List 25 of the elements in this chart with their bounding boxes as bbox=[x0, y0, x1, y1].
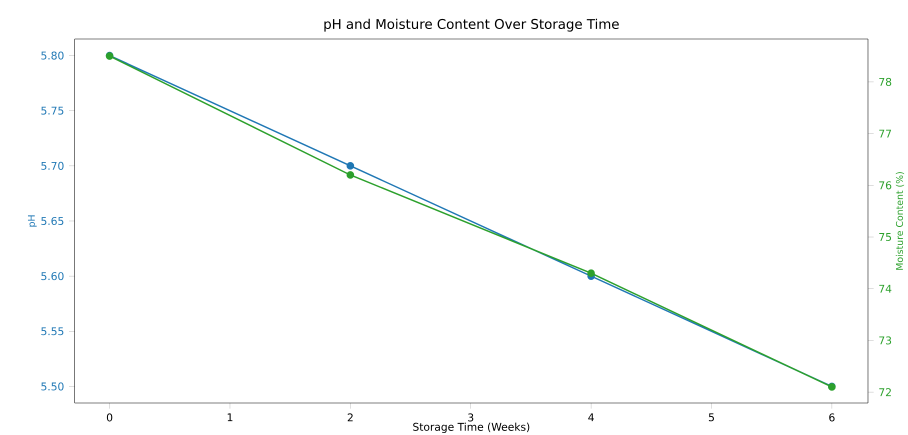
x-tick-label: 0 bbox=[106, 413, 112, 422]
x-tick-label: 4 bbox=[588, 413, 594, 422]
y2-tick-label: 73 bbox=[879, 336, 892, 344]
y-tick-label: 5.65 bbox=[41, 216, 64, 226]
y-tick-label: 5.80 bbox=[41, 51, 64, 60]
y2-tick-label: 75 bbox=[879, 233, 892, 241]
y2-tick-label: 74 bbox=[879, 284, 892, 293]
y-tick-label: 5.70 bbox=[41, 162, 64, 170]
y-axis-title: pH bbox=[28, 215, 37, 227]
y2-tick-label: 78 bbox=[879, 78, 892, 86]
y2-axis-title: Moisture Content (%) bbox=[896, 172, 904, 270]
x-tick-label: 2 bbox=[348, 413, 353, 422]
y2-tick-label: 76 bbox=[879, 181, 892, 190]
y-tick-label: 5.50 bbox=[41, 382, 64, 390]
x-axis-title: Storage Time (Weeks) bbox=[413, 422, 530, 433]
x-tick-label: 5 bbox=[708, 413, 714, 422]
x-tick-label: 3 bbox=[468, 413, 474, 422]
chart-title: pH and Moisture Content Over Storage Time bbox=[324, 18, 619, 32]
y2-tick-label: 72 bbox=[879, 388, 891, 396]
y-tick-label: 5.55 bbox=[41, 327, 64, 336]
x-tick-label: 6 bbox=[829, 413, 835, 422]
y-tick-label: 5.60 bbox=[41, 272, 64, 280]
y-tick-label: 5.75 bbox=[41, 106, 64, 115]
x-tick-label: 1 bbox=[228, 413, 232, 422]
y2-tick-label: 77 bbox=[879, 130, 892, 138]
